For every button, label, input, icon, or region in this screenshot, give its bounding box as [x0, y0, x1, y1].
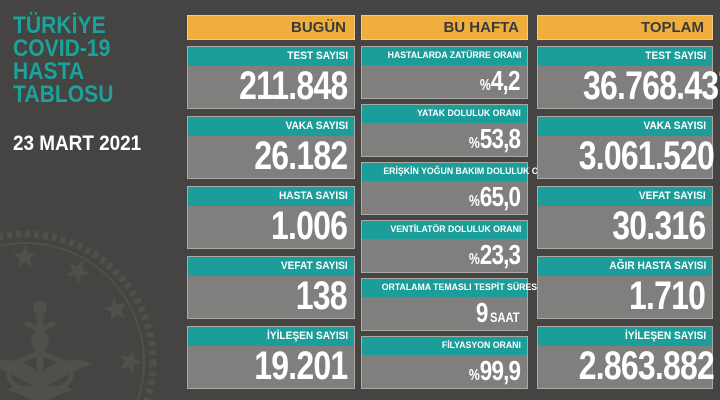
- stat-card: İYİLEŞEN SAYISI 2.863.882: [537, 326, 715, 389]
- ministry-of-health-emblem-icon: [0, 230, 157, 400]
- stat-label: ERİŞKİN YOĞUN BAKIM DOLULUK ORANI: [383, 166, 560, 177]
- stat-label: YATAK DOLULUK ORANI: [417, 108, 521, 119]
- stat-label: İYİLEŞEN SAYISI: [624, 330, 706, 342]
- stat-card: AĞIR HASTA SAYISI 1.710: [537, 256, 713, 319]
- stat-value: 2.863.882: [578, 344, 715, 388]
- stat-card: ERİŞKİN YOĞUN BAKIM DOLULUK ORANI %65,0: [361, 162, 560, 215]
- stat-card: VAKA SAYISI 3.061.520: [537, 116, 715, 179]
- stat-card: YATAK DOLULUK ORANI %53,8: [361, 104, 528, 157]
- stat-value: 1.006: [270, 204, 348, 248]
- title-line-4: TABLOSU: [13, 81, 114, 108]
- stat-label: VAKA SAYISI: [643, 120, 706, 132]
- column-today: BUGÜN TEST SAYISI 211.848 VAKA SAYISI 26…: [187, 15, 355, 396]
- stat-label: VAKA SAYISI: [285, 120, 348, 132]
- title-line-3: HASTA: [13, 58, 85, 85]
- report-date: 23 MART 2021: [13, 132, 142, 155]
- title-line-1: TÜRKİYE: [13, 12, 106, 39]
- stat-value: %53,8: [468, 123, 521, 154]
- stat-card: TEST SAYISI 211.848: [187, 46, 355, 109]
- stat-label: VENTİLATÖR DOLULUK ORANI: [390, 224, 521, 235]
- stat-value: 3.061.520: [578, 134, 715, 178]
- stat-value: %4,2: [480, 65, 520, 96]
- stat-card: TEST SAYISI 36.768.437: [537, 46, 720, 109]
- stat-value: %23,3: [468, 239, 521, 270]
- stat-card: İYİLEŞEN SAYISI 19.201: [187, 326, 355, 389]
- stat-value: 26.182: [253, 134, 348, 178]
- stat-label: TEST SAYISI: [645, 50, 706, 62]
- stat-label: AĞIR HASTA SAYISI: [609, 260, 706, 272]
- stat-label: HASTALARDA ZATÜRRE ORANI: [387, 50, 521, 61]
- stat-label: ORTALAMA TEMASLI TESPİT SÜRESİ: [381, 282, 540, 293]
- stat-value: 211.848: [238, 64, 348, 108]
- stat-card: VEFAT SAYISI 30.316: [537, 186, 713, 249]
- stat-label: FİLYASYON ORANI: [441, 340, 521, 351]
- title-line-2: COVID-19: [13, 35, 111, 62]
- stat-value: 9 SAAT: [476, 297, 520, 328]
- column-this-week: BU HAFTA HASTALARDA ZATÜRRE ORANI %4,2 Y…: [361, 15, 560, 394]
- stat-value: %65,0: [468, 181, 521, 212]
- column-header-total: TOPLAM: [537, 15, 713, 40]
- stat-card: VENTİLATÖR DOLULUK ORANI %23,3: [361, 220, 528, 273]
- stat-label: VEFAT SAYISI: [281, 260, 348, 272]
- column-header-this-week: BU HAFTA: [361, 15, 528, 40]
- stat-card: HASTALARDA ZATÜRRE ORANI %4,2: [361, 46, 528, 99]
- stat-value: 138: [296, 274, 348, 318]
- stat-label: HASTA SAYISI: [279, 190, 348, 202]
- page-title: TÜRKİYE COVID-19 HASTA TABLOSU: [13, 12, 185, 108]
- stat-card: ORTALAMA TEMASLI TESPİT SÜRESİ 9 SAAT: [361, 278, 540, 331]
- stat-card: VAKA SAYISI 26.182: [187, 116, 355, 179]
- stat-value: %99,9: [468, 355, 521, 386]
- stat-card: FİLYASYON ORANI %99,9: [361, 336, 528, 389]
- stat-label: VEFAT SAYISI: [639, 190, 706, 202]
- stat-card: VEFAT SAYISI 138: [187, 256, 355, 319]
- stat-label: İYİLEŞEN SAYISI: [266, 330, 348, 342]
- stat-value: 19.201: [253, 344, 348, 388]
- stat-card: HASTA SAYISI 1.006: [187, 186, 355, 249]
- sidebar: TÜRKİYE COVID-19 HASTA TABLOSU 23 MART 2…: [13, 14, 185, 156]
- stat-value: 30.316: [611, 204, 706, 248]
- stat-value: 1.710: [628, 274, 706, 318]
- stat-value: 36.768.437: [583, 64, 720, 108]
- column-header-today: BUGÜN: [187, 15, 355, 40]
- stat-label: TEST SAYISI: [287, 50, 348, 62]
- column-total: TOPLAM TEST SAYISI 36.768.437 VAKA SAYIS…: [537, 15, 720, 396]
